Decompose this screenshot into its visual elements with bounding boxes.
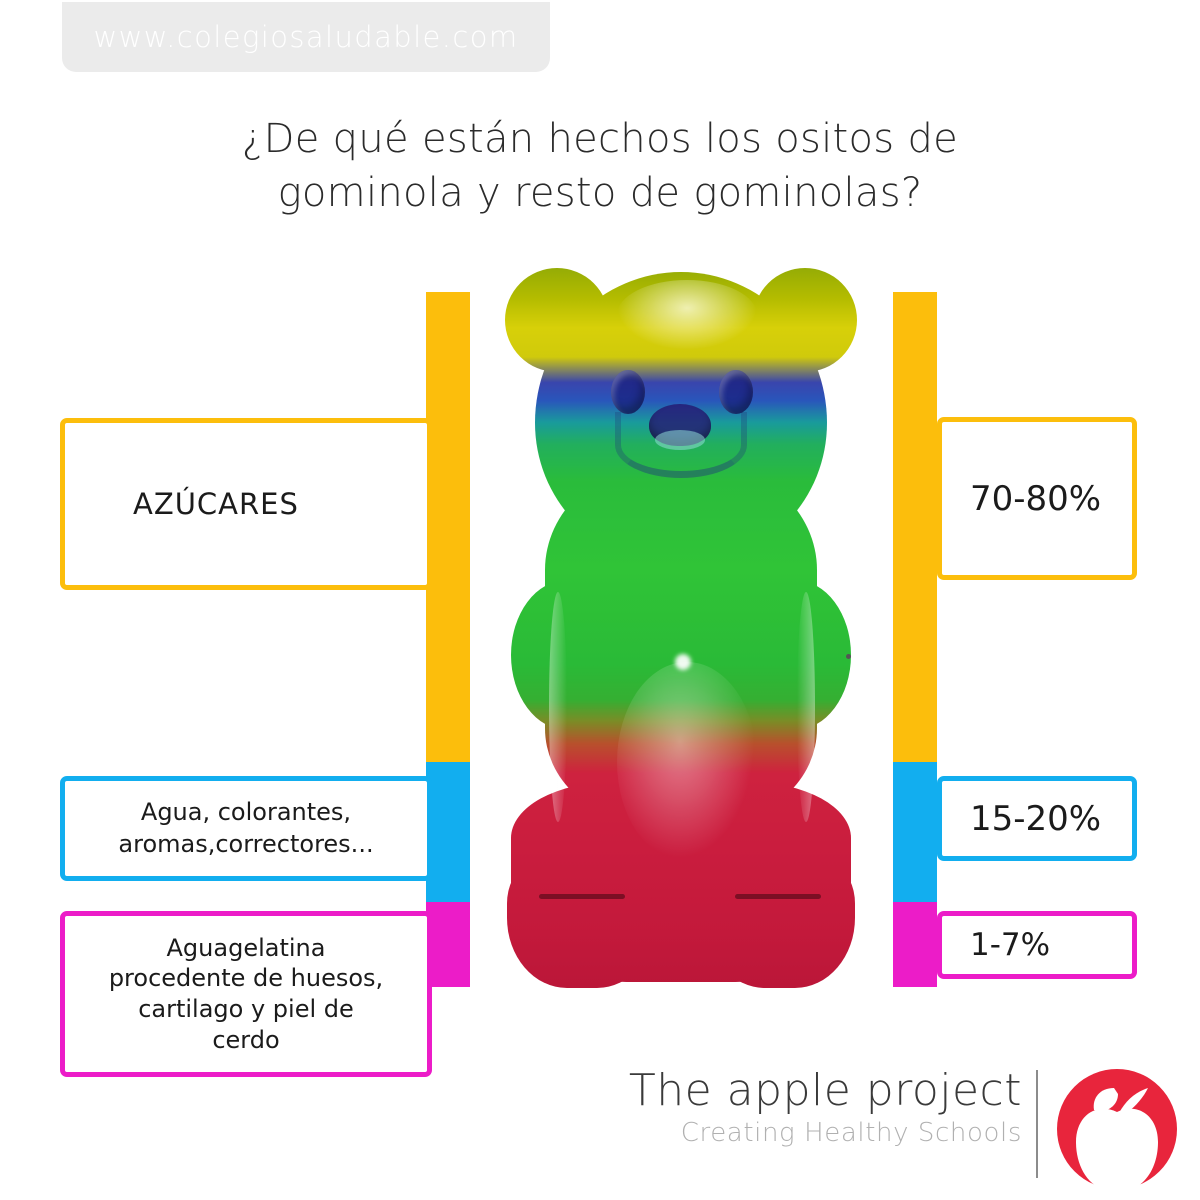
bear-head-highlight <box>617 280 757 350</box>
bear-foot-right-crease <box>735 894 821 899</box>
label-text-gelatin-line-4: cerdo <box>212 1025 280 1054</box>
bear-foot-left-crease <box>539 894 625 899</box>
brand-name: The apple project <box>628 1065 1022 1116</box>
composition-bar-right <box>893 292 937 987</box>
page-title: ¿De qué están hechos los ositos de gomin… <box>150 112 1050 220</box>
bear-right-edge-highlight <box>797 592 815 822</box>
bear-eye-left-icon <box>611 370 645 414</box>
label-box-sugar: AZÚCARES <box>60 418 432 590</box>
brand-logo: The apple project Creating Healthy Schoo… <box>614 1065 1177 1189</box>
label-text-water-line-1: Agua, colorantes, <box>140 798 352 827</box>
label-text-gelatin-line-3: cartilago y piel de <box>138 995 354 1023</box>
label-text-sugar: AZÚCARES <box>133 487 299 521</box>
value-text-sugar: 70-80% <box>970 478 1102 519</box>
label-text-gelatin-line-1: Aguagelatina <box>166 933 326 962</box>
bear-leg-right-icon <box>705 842 855 988</box>
bear-leg-left-icon <box>507 842 657 988</box>
gummy-bear-illustration <box>497 262 865 992</box>
website-url-banner: www.colegiosaludable.com <box>62 2 550 72</box>
bear-belly-highlight <box>617 662 757 862</box>
page-title-line-2: gominola y resto de gominolas? <box>277 170 923 216</box>
bear-muzzle-icon <box>615 412 747 478</box>
label-box-water: Agua, colorantes, aromas,correctores... <box>60 776 432 881</box>
value-box-gelatin: 1-7% <box>937 911 1137 979</box>
bar-segment-sugar-left <box>426 292 470 762</box>
page-title-line-1: ¿De qué están hechos los ositos de <box>241 116 959 162</box>
value-text-water: 15-20% <box>970 798 1102 839</box>
brand-logo-text: The apple project Creating Healthy Schoo… <box>614 1065 1022 1149</box>
value-text-gelatin: 1-7% <box>970 927 1051 963</box>
bear-specular-dot <box>675 654 691 670</box>
value-box-water: 15-20% <box>937 776 1137 861</box>
apple-icon <box>1056 1068 1178 1190</box>
label-text-gelatin-line-2: procedente de huesos, <box>108 964 384 993</box>
bar-segment-gelatin-left <box>426 902 470 987</box>
stray-dot-artifact <box>846 654 851 659</box>
label-box-gelatin: Aguagelatina procedente de huesos, carti… <box>60 911 432 1077</box>
value-box-sugar: 70-80% <box>937 417 1137 580</box>
bar-segment-sugar-right <box>893 292 937 762</box>
logo-divider <box>1036 1070 1038 1178</box>
label-text-water-line-2: aromas,correctores... <box>118 829 374 858</box>
bear-mouth-icon <box>655 430 705 450</box>
bear-torso-icon <box>545 462 817 822</box>
gummy-bear-figure <box>497 262 865 992</box>
website-url-text: www.colegiosaludable.com <box>93 20 519 54</box>
bar-segment-gelatin-right <box>893 902 937 987</box>
composition-bar-left <box>426 292 470 987</box>
bar-segment-water-right <box>893 762 937 902</box>
bar-segment-water-left <box>426 762 470 902</box>
bear-left-edge-highlight <box>549 592 567 822</box>
brand-tagline: Creating Healthy Schools <box>680 1118 1022 1149</box>
bear-eye-right-icon <box>719 370 753 414</box>
